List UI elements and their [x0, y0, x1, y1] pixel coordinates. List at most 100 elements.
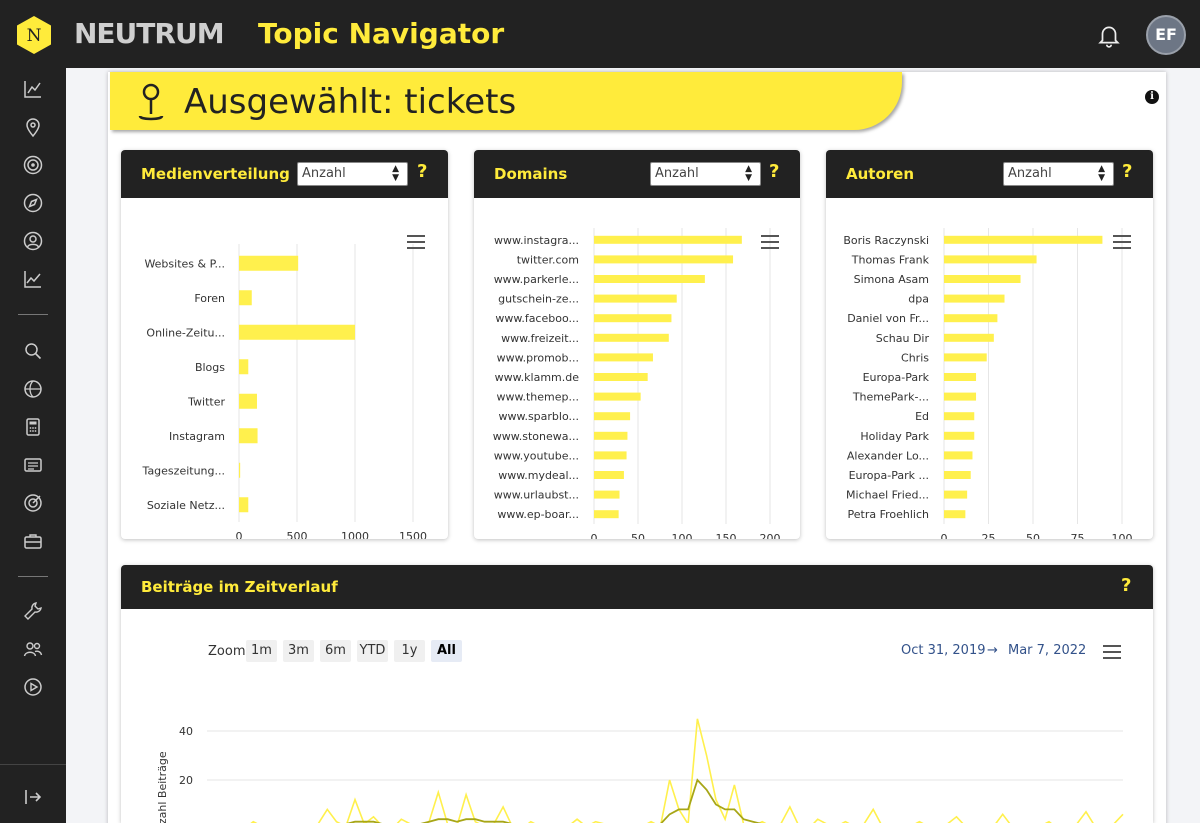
globe-icon[interactable]: [22, 378, 44, 400]
medienverteilung-card: Medienverteilung Anzahl ▲ ▼ ? 0 500 1000 150…: [121, 150, 448, 539]
zoom-button-3m[interactable]: 3m: [283, 640, 314, 662]
category-label: Michael Fried...: [846, 489, 929, 502]
zoom-button-6m[interactable]: 6m: [320, 640, 351, 662]
category-label: gutschein-ze...: [498, 293, 579, 306]
metric-select[interactable]: Anzahl ▲ ▼: [1003, 162, 1114, 186]
user-avatar[interactable]: EF: [1146, 15, 1186, 55]
search-icon[interactable]: [22, 340, 44, 362]
x-tick-label: 25: [982, 532, 996, 539]
help-icon[interactable]: ?: [417, 161, 428, 182]
bar: [944, 451, 973, 460]
bar: [944, 471, 971, 479]
bullseye-icon[interactable]: [22, 492, 44, 514]
wrench-icon[interactable]: [22, 600, 44, 622]
chart-menu-icon[interactable]: [407, 235, 425, 249]
card-title: Medienverteilung: [141, 165, 290, 183]
metric-select[interactable]: Anzahl ▲ ▼: [297, 162, 408, 186]
bar: [944, 333, 994, 342]
card-header: Medienverteilung Anzahl ▲ ▼ ?: [121, 150, 448, 198]
notification-bell-icon[interactable]: [1096, 22, 1122, 48]
card-header: Autoren Anzahl ▲ ▼ ?: [826, 150, 1153, 198]
location-pin-icon: [138, 83, 164, 121]
bar: [594, 373, 648, 381]
medienverteilung-chart: 0 500 1000 1500 Websites & P... Foren Online-Z…: [142, 244, 427, 539]
logout-icon[interactable]: [22, 786, 44, 808]
y-axis-title: Anzahl Beiträge: [156, 751, 169, 823]
x-tick-label: 1000: [341, 530, 369, 539]
brand-name: NEUTRUM: [74, 17, 225, 50]
bar: [594, 392, 641, 401]
users-icon[interactable]: [22, 638, 44, 660]
zoom-button-1y[interactable]: 1y: [394, 640, 425, 662]
chart-line-icon[interactable]: [22, 78, 44, 100]
zoom-button-ytd[interactable]: YTD: [357, 640, 388, 662]
x-tick-label: 0: [591, 532, 598, 539]
user-circle-icon[interactable]: [22, 230, 44, 252]
bar: [594, 412, 631, 421]
x-tick-label: 75: [1071, 532, 1085, 539]
category-label: Holiday Park: [860, 430, 929, 443]
category-label: Boris Raczynski: [843, 234, 929, 247]
category-label: Foren: [194, 292, 225, 305]
target-icon[interactable]: [22, 154, 44, 176]
category-label: Online-Zeitu...: [146, 326, 225, 339]
calculator-icon[interactable]: [22, 416, 44, 438]
map-pin-icon[interactable]: [22, 116, 44, 138]
neutrum-logo-icon[interactable]: N: [14, 15, 54, 55]
chart-menu-icon[interactable]: [1113, 235, 1131, 249]
category-label: Daniel von Fr...: [847, 312, 929, 325]
series-line: [346, 778, 762, 823]
category-label: Twitter: [187, 395, 225, 408]
trending-icon[interactable]: [22, 268, 44, 290]
card-title: Autoren: [846, 165, 915, 183]
chart-menu-icon[interactable]: [761, 235, 779, 249]
bar: [594, 275, 705, 283]
category-label: www.klamm.de: [495, 371, 580, 384]
app-title: Topic Navigator: [258, 17, 505, 50]
category-label: www.ep-boar...: [497, 508, 579, 521]
x-tick-label: 50: [631, 532, 645, 539]
select-arrows-icon: ▲ ▼: [1098, 164, 1105, 183]
bar: [594, 471, 624, 479]
help-icon[interactable]: ?: [1122, 161, 1133, 182]
top-bar: N NEUTRUM Topic Navigator EF: [0, 0, 1200, 68]
compass-icon[interactable]: [22, 192, 44, 214]
zoom-button-1m[interactable]: 1m: [246, 640, 277, 662]
category-label: www.instagra...: [494, 234, 579, 247]
help-icon[interactable]: ?: [769, 161, 780, 182]
bar: [944, 510, 966, 519]
category-label: ThemePark-...: [852, 391, 929, 404]
zoom-label: Zoom: [208, 644, 246, 659]
category-label: Petra Froehlich: [848, 508, 930, 521]
select-arrows-icon: ▲ ▼: [745, 164, 752, 183]
category-label: Blogs: [195, 361, 225, 374]
info-icon[interactable]: i: [1145, 90, 1159, 104]
timeline-chart: 20 40 Anzahl Beiträge: [156, 718, 1124, 823]
date-to[interactable]: Mar 7, 2022: [1008, 643, 1087, 658]
chart-menu-icon[interactable]: [1103, 645, 1121, 659]
x-tick-label: 200: [760, 532, 781, 539]
select-value: Anzahl: [655, 166, 699, 181]
card-title: Domains: [494, 165, 568, 183]
category-label: Europa-Park: [863, 371, 930, 384]
category-label: www.themep...: [497, 391, 579, 404]
briefcase-icon[interactable]: [22, 530, 44, 552]
svg-text:N: N: [27, 26, 42, 46]
play-circle-icon[interactable]: [22, 676, 44, 698]
autoren-chart: 0 25 50 75 100 Boris Raczynski Thomas Frank Sim…: [843, 228, 1133, 539]
category-label: Schau Dir: [876, 332, 930, 345]
sidebar-divider: [18, 576, 48, 577]
bar: [944, 373, 977, 381]
bar: [594, 235, 742, 244]
help-icon[interactable]: ?: [1121, 575, 1132, 596]
timeline-card: Beiträge im Zeitverlauf ? 20 40 Anzahl Bei…: [121, 565, 1153, 823]
bar: [944, 431, 975, 440]
category-label: www.freizeit...: [501, 332, 579, 345]
newspaper-icon[interactable]: [22, 454, 44, 476]
bar: [594, 314, 672, 323]
card-title: Beiträge im Zeitverlauf: [141, 578, 338, 596]
date-from[interactable]: Oct 31, 2019: [901, 643, 986, 658]
zoom-button-all[interactable]: All: [431, 640, 462, 662]
bar: [594, 510, 619, 519]
metric-select[interactable]: Anzahl ▲ ▼: [650, 162, 761, 186]
